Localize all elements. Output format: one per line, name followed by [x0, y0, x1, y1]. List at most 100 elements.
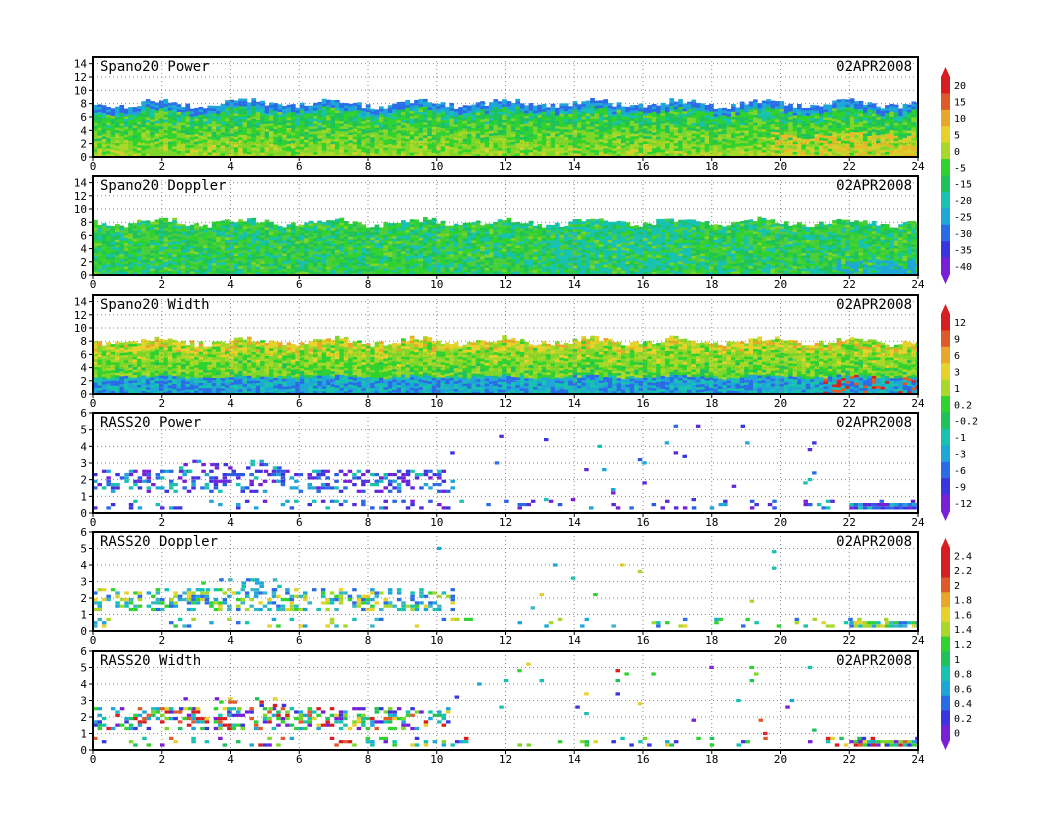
data-cell: [607, 152, 613, 156]
data-cell: [678, 125, 683, 128]
data-cell: [172, 262, 177, 265]
data-cell: [770, 100, 776, 104]
data-cell: [189, 126, 195, 130]
data-cell: [757, 123, 763, 127]
data-cell: [810, 146, 815, 150]
data-cell: [291, 253, 296, 257]
data-cell: [643, 136, 648, 140]
data-cell: [295, 107, 301, 111]
data-cell: [656, 126, 661, 130]
data-cell: [352, 113, 358, 117]
data-cell: [722, 136, 727, 140]
data-cell: [194, 128, 199, 132]
data-cell: [836, 120, 842, 124]
data-cell: [295, 112, 301, 116]
data-cell: [211, 111, 217, 114]
data-cell: [651, 114, 657, 118]
data-cell: [172, 236, 177, 239]
data-cell: [106, 251, 111, 255]
data-cell: [106, 143, 111, 147]
data-cell: [801, 128, 807, 132]
data-cell: [907, 117, 912, 121]
data-cell: [660, 141, 666, 145]
data-cell: [189, 150, 195, 154]
data-cell: [185, 239, 191, 242]
data-cell: [247, 136, 252, 140]
data-cell: [836, 130, 842, 134]
data-cell: [695, 144, 701, 148]
data-cell: [893, 125, 899, 129]
data-cell: [475, 102, 481, 106]
data-cell: [599, 126, 604, 130]
data-cell: [313, 110, 318, 114]
data-cell: [885, 126, 890, 129]
data-cell: [462, 152, 468, 155]
data-cell: [97, 133, 103, 136]
data-cell: [550, 121, 556, 125]
data-cell: [418, 112, 424, 115]
data-cell: [185, 116, 191, 120]
data-cell: [163, 114, 169, 118]
data-cell: [137, 106, 142, 109]
data-cell: [176, 106, 182, 110]
data-cell: [858, 106, 864, 109]
data-cell: [497, 122, 503, 125]
data-cell: [260, 126, 265, 130]
data-cell: [304, 144, 309, 148]
data-cell: [277, 125, 283, 128]
data-cell: [625, 148, 631, 152]
data-cell: [797, 106, 802, 110]
data-cell: [665, 107, 670, 110]
data-cell: [137, 145, 142, 148]
data-cell: [172, 136, 177, 139]
data-cell: [181, 146, 186, 149]
data-cell: [735, 138, 741, 142]
data-cell: [128, 143, 133, 147]
data-cell: [827, 154, 833, 157]
data-cell: [665, 114, 670, 118]
data-cell: [678, 140, 683, 144]
data-cell: [876, 114, 881, 118]
data-cell: [519, 121, 525, 125]
data-cell: [709, 145, 714, 149]
data-cell: [761, 118, 767, 122]
data-cell: [788, 111, 793, 115]
data-cell: [101, 133, 107, 137]
data-cell: [172, 223, 177, 226]
data-cell: [167, 250, 173, 254]
data-cell: [167, 105, 173, 109]
data-cell: [440, 115, 446, 119]
data-cell: [748, 104, 754, 107]
data-cell: [115, 257, 120, 261]
data-cell: [150, 229, 155, 233]
data-cell: [194, 136, 199, 140]
data-cell: [357, 133, 362, 137]
data-cell: [563, 111, 569, 115]
data-cell: [321, 142, 327, 146]
data-cell: [159, 136, 164, 140]
data-cell: [167, 263, 173, 267]
data-cell: [277, 145, 283, 149]
data-cell: [814, 134, 820, 137]
data-cell: [326, 104, 331, 108]
data-cell: [233, 240, 239, 244]
data-cell: [238, 114, 243, 117]
data-cell: [225, 224, 230, 228]
data-cell: [330, 144, 336, 148]
data-cell: [176, 228, 182, 232]
data-cell: [273, 131, 279, 135]
data-cell: [269, 240, 274, 243]
data-cell: [238, 101, 243, 104]
data-cell: [264, 129, 270, 132]
data-cell: [348, 124, 353, 128]
data-cell: [242, 229, 248, 232]
data-cell: [643, 133, 648, 137]
data-cell: [229, 231, 235, 235]
data-cell: [695, 139, 701, 143]
data-cell: [858, 145, 864, 148]
data-cell: [264, 139, 270, 143]
data-cell: [330, 107, 336, 111]
data-cell: [141, 249, 147, 253]
data-cell: [401, 133, 406, 136]
data-cell: [194, 141, 199, 145]
